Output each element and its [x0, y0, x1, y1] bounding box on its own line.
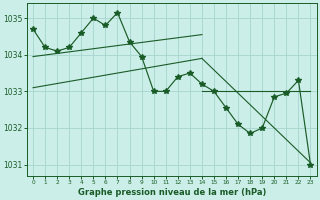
- X-axis label: Graphe pression niveau de la mer (hPa): Graphe pression niveau de la mer (hPa): [77, 188, 266, 197]
